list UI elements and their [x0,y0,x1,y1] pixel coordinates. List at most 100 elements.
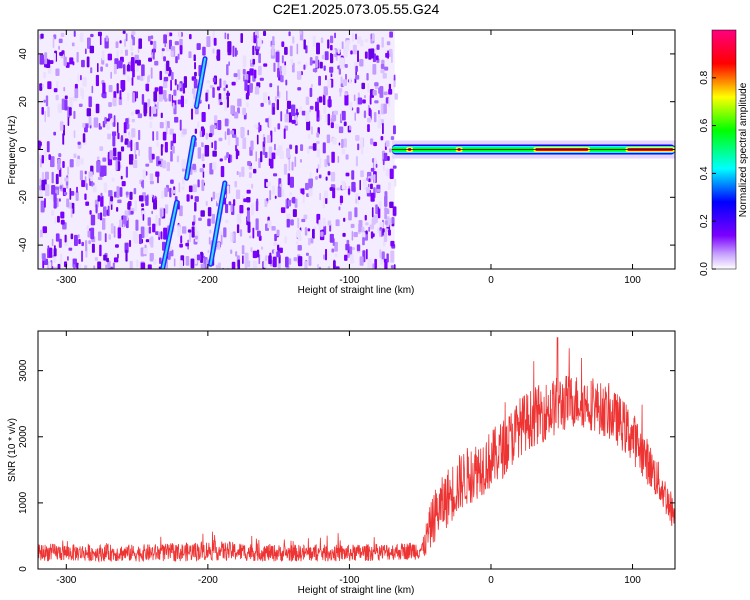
noise-blob [201,111,206,122]
noise-blob [355,33,357,40]
noise-blob [209,229,212,234]
noise-blob [274,143,276,151]
noise-blob [337,156,340,163]
noise-blob [84,193,87,200]
noise-blob [336,187,340,191]
noise-blob [78,103,83,108]
noise-blob [302,193,305,204]
noise-blob [135,64,139,72]
noise-blob [150,153,155,160]
noise-blob [148,226,152,234]
colorbar-tick-label: 0.2 [699,214,710,228]
noise-blob [143,247,148,255]
noise-blob [76,262,79,269]
noise-blob [330,52,334,64]
noise-blob [182,128,187,135]
noise-blob [332,137,337,145]
noise-blob [147,264,152,269]
noise-blob [230,130,235,135]
noise-blob [135,219,139,231]
noise-blob [135,141,139,151]
noise-blob [260,151,263,163]
noise-blob [244,79,248,91]
noise-blob [256,249,260,258]
colorbar: 0.0 0.2 0.4 0.6 0.8 Normalized spectral ampl… [699,29,749,276]
noise-blob [268,255,272,265]
noise-blob [329,233,334,243]
noise-blob [243,198,247,203]
noise-blob [112,97,117,107]
noise-blob [93,265,96,269]
noise-blob [181,176,185,185]
noise-blob [87,230,92,238]
noise-blob [299,106,302,112]
noise-blob [227,128,230,136]
noise-blob [357,97,363,105]
noise-blob [279,183,283,188]
noise-blob [194,202,197,212]
noise-blob [208,133,213,138]
noise-blob [88,116,92,126]
noise-blob [258,122,261,133]
noise-blob [156,131,159,141]
noise-blob [40,200,45,213]
noise-blob [307,228,311,232]
noise-blob [277,186,282,198]
noise-blob [226,152,229,158]
noise-blob [131,128,136,138]
noise-blob [55,233,60,242]
noise-blob [205,132,209,140]
noise-blob [125,249,128,262]
noise-blob [225,219,229,224]
noise-blob [216,55,220,60]
noise-blob [96,63,99,73]
noise-blob [149,121,153,129]
noise-blob [170,79,172,91]
noise-blob [220,234,223,245]
noise-blob [349,102,353,111]
noise-blob [73,264,76,269]
noise-blob [284,236,287,244]
noise-blob [169,187,172,198]
noise-blob [194,196,199,202]
noise-blob [162,160,167,169]
noise-blob [303,39,306,50]
noise-blob [335,124,339,129]
noise-blob [386,156,390,161]
streak-core [209,181,226,266]
noise-blob [370,183,373,190]
noise-blob [67,117,70,126]
noise-blob [374,48,377,53]
noise-blob [174,196,178,201]
noise-blob [343,121,347,127]
noise-blob [372,263,374,269]
noise-blob [286,90,288,101]
noise-blob [104,233,107,243]
noise-blob [299,30,302,35]
noise-blob [140,203,145,207]
noise-blob [357,143,360,151]
noise-blob [259,77,264,81]
noise-blob [379,230,382,237]
noise-blob [178,31,182,39]
snr-x-ticks: -300 -200 -100 0 100 [56,331,641,586]
noise-blob [75,158,80,167]
noise-blob [306,193,310,197]
noise-blob [327,220,332,226]
noise-blob [297,112,299,116]
noise-blob [218,137,223,142]
noise-blob [309,87,313,97]
noise-blob [252,260,258,269]
noise-blob [386,41,391,46]
noise-blob [387,182,391,190]
noise-blob [357,50,359,63]
noise-blob [373,174,376,184]
noise-blob [142,179,145,189]
noise-blob [350,50,353,55]
noise-blob [94,256,98,261]
noise-blob [139,75,144,81]
noise-blob [359,58,364,67]
noise-blob [160,208,163,218]
noise-blob [343,138,347,148]
